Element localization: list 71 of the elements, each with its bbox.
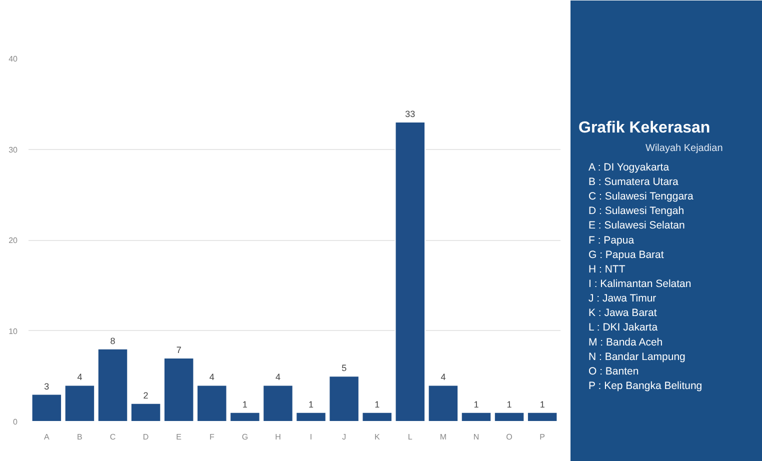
text: I : Kalimantan Selatan xyxy=(588,278,692,290)
x-tick-label: N xyxy=(473,432,480,442)
data-label: 1 xyxy=(308,399,314,410)
text: F : Papua xyxy=(588,234,634,246)
data-label: 8 xyxy=(110,336,116,346)
data-label: 1 xyxy=(506,399,512,410)
text: K : Jawa Barat xyxy=(588,307,657,320)
bar xyxy=(494,412,525,422)
bar xyxy=(130,402,162,422)
text: J : Jawa Timur xyxy=(588,292,657,305)
text: B : Sumatera Utara xyxy=(588,176,679,188)
bar xyxy=(230,412,260,422)
data-label: 1 xyxy=(242,399,248,410)
bar xyxy=(428,384,459,422)
bar xyxy=(328,376,360,422)
bar xyxy=(394,122,426,422)
bar xyxy=(262,384,294,422)
bar xyxy=(31,394,62,422)
x-tick-label: P xyxy=(540,432,545,442)
data-label: 2 xyxy=(143,390,148,400)
x-tick-label: D xyxy=(142,432,149,442)
bar xyxy=(526,412,558,422)
data-label: 4 xyxy=(275,372,280,382)
text: Grafik Kekerasan xyxy=(578,119,710,136)
x-tick-label: C xyxy=(110,432,116,442)
data-label: 1 xyxy=(540,399,545,410)
y-tick-label: 20 xyxy=(8,236,18,245)
data-label: 4 xyxy=(209,372,214,382)
x-tick-label: K xyxy=(374,432,380,442)
x-tick-label: E xyxy=(176,432,182,442)
data-label: 7 xyxy=(176,344,182,355)
text: O : Banten xyxy=(588,365,639,378)
text: G : Papua Barat xyxy=(588,248,664,261)
text: N : Bandar Lampung xyxy=(588,350,686,363)
text: Wilayah Kejadian xyxy=(646,142,723,154)
data-label: 4 xyxy=(440,372,446,382)
x-tick-label: L xyxy=(408,432,413,442)
text: P : Kep Bangka Belitung xyxy=(588,380,702,392)
x-tick-label: M xyxy=(440,432,447,442)
data-label: 1 xyxy=(374,399,380,410)
data-label: 4 xyxy=(77,372,82,382)
bar xyxy=(460,412,492,422)
text: E : Sulawesi Selatan xyxy=(588,220,685,232)
x-tick-label: F xyxy=(209,432,214,442)
x-tick-label: G xyxy=(242,432,248,442)
x-tick-label: B xyxy=(77,432,82,442)
bar xyxy=(64,384,96,422)
x-tick-label: J xyxy=(342,432,346,442)
text: H : NTT xyxy=(588,263,626,276)
bar xyxy=(362,412,392,422)
text: C : Sulawesi Tenggara xyxy=(588,190,694,203)
y-tick-label: 30 xyxy=(8,145,18,154)
text: M : Banda Aceh xyxy=(588,336,663,348)
y-tick-label: 10 xyxy=(8,326,18,336)
y-tick-label: 40 xyxy=(8,54,18,64)
bar xyxy=(163,357,194,422)
x-tick-label: O xyxy=(506,432,512,442)
data-label: 3 xyxy=(44,381,50,392)
bar xyxy=(296,412,326,422)
text: D : Sulawesi Tengah xyxy=(588,205,684,218)
y-tick-label: 0 xyxy=(13,418,18,426)
text: A : DI Yogyakarta xyxy=(588,161,670,174)
bar xyxy=(196,384,228,422)
text: L : DKI Jakarta xyxy=(588,322,658,334)
data-label: 33 xyxy=(405,109,416,120)
x-tick-label: A xyxy=(44,432,50,442)
x-tick-label: H xyxy=(275,432,282,442)
x-tick-label: I xyxy=(310,432,312,442)
bar xyxy=(97,348,128,422)
data-label: 5 xyxy=(342,363,347,374)
data-label: 1 xyxy=(474,399,479,410)
